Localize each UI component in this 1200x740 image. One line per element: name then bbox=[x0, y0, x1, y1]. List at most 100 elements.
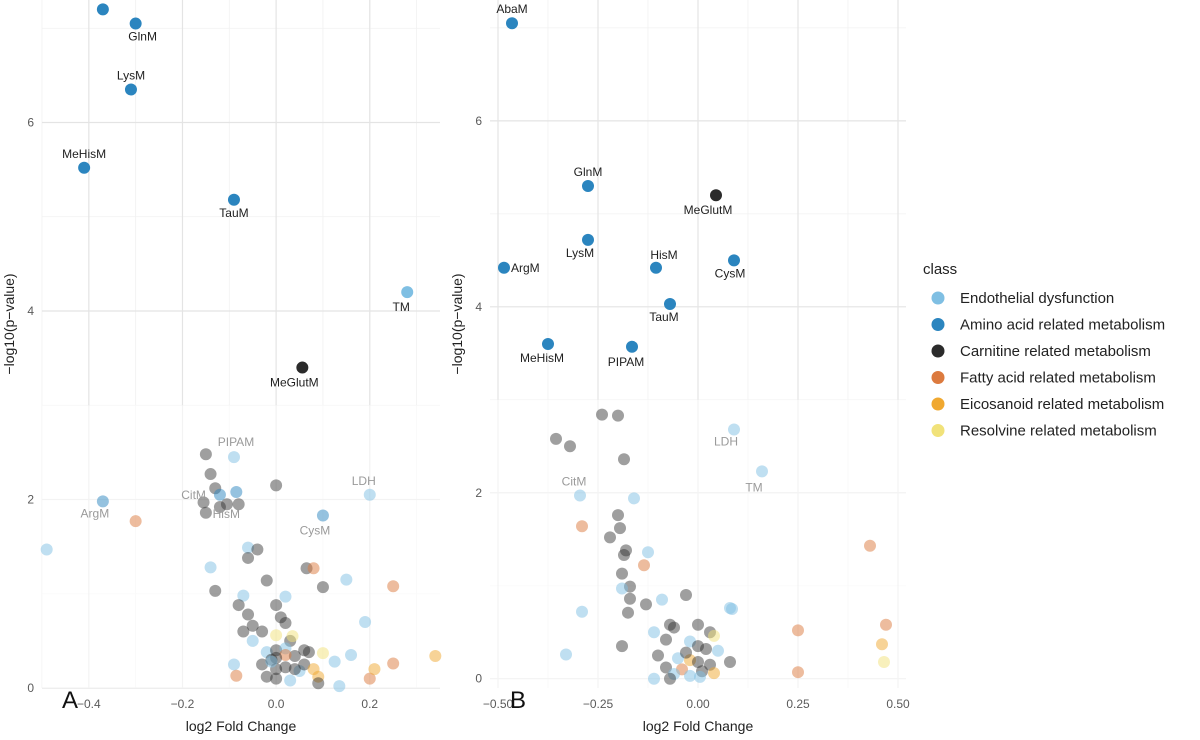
data-point bbox=[363, 672, 376, 685]
data-point bbox=[620, 544, 632, 557]
labeled-data-point bbox=[401, 286, 414, 299]
data-point bbox=[197, 496, 210, 509]
data-point bbox=[692, 618, 704, 631]
data-point bbox=[270, 479, 283, 492]
data-point bbox=[664, 618, 676, 631]
x-tick-label: −0.2 bbox=[171, 697, 195, 711]
legend-title: class bbox=[923, 261, 957, 278]
data-point bbox=[232, 599, 245, 612]
data-point bbox=[604, 531, 616, 544]
labeled-data-point bbox=[498, 261, 510, 274]
legend-swatch bbox=[931, 344, 945, 358]
data-point bbox=[692, 640, 704, 653]
panel-b-volcano-plot: −0.50 −0.25 0.00 0.25 0.50 0 2 4 6 AbaM GlnM MeGlut… bbox=[449, 0, 910, 734]
data-point bbox=[680, 646, 692, 659]
data-point bbox=[204, 468, 217, 481]
panel-a-volcano-plot: −0.4 −0.2 0.0 0.2 0 2 4 6 AbaM GlnM LysM MeHisM TauM… bbox=[1, 0, 442, 734]
data-point bbox=[576, 520, 588, 533]
data-point bbox=[298, 658, 311, 671]
point-label: MeHisM bbox=[520, 351, 564, 365]
data-point bbox=[246, 634, 259, 647]
data-point bbox=[302, 646, 315, 659]
data-point bbox=[298, 644, 311, 657]
labeled-data-point bbox=[296, 361, 309, 374]
data-point bbox=[246, 619, 259, 632]
legend-swatch bbox=[931, 397, 945, 411]
data-point bbox=[209, 584, 222, 597]
data-point bbox=[284, 674, 297, 687]
data-point bbox=[612, 409, 624, 422]
legend: class Endothelial dysfunction Amino acid … bbox=[923, 261, 1165, 440]
data-point bbox=[664, 672, 676, 685]
panel-b-points: AbaM GlnM MeGlutM LysM HisM CysM ArgM TauM MeHis… bbox=[496, 2, 892, 685]
data-point bbox=[265, 655, 278, 668]
labeled-data-point bbox=[96, 495, 109, 508]
x-tick-label: 0.2 bbox=[361, 697, 378, 711]
point-label: MeGlutM bbox=[270, 376, 319, 390]
data-point bbox=[642, 546, 654, 559]
data-point bbox=[220, 498, 233, 511]
legend-item-label: Carnitine related metabolism bbox=[960, 343, 1151, 360]
panel-a-nonsignificant-shade bbox=[42, 405, 440, 688]
labeled-data-point bbox=[230, 485, 243, 498]
data-point bbox=[316, 647, 329, 660]
point-label: LysM bbox=[117, 69, 145, 83]
point-label: CitM bbox=[562, 475, 587, 489]
y-tick-label: 0 bbox=[475, 672, 482, 686]
data-point bbox=[270, 629, 283, 642]
data-point bbox=[684, 669, 696, 682]
data-point bbox=[204, 561, 217, 574]
panel-b-tag: B bbox=[510, 687, 526, 714]
data-point bbox=[242, 541, 255, 554]
data-point bbox=[307, 663, 320, 676]
legend-swatch bbox=[931, 424, 945, 437]
data-point bbox=[288, 649, 301, 662]
point-label: LysM bbox=[566, 246, 594, 260]
data-point bbox=[694, 670, 706, 683]
data-point bbox=[359, 616, 372, 629]
labeled-data-point bbox=[574, 489, 586, 502]
point-label: CysM bbox=[300, 524, 331, 538]
labeled-data-point bbox=[582, 233, 594, 246]
panel-a-tag: A bbox=[62, 687, 78, 714]
labeled-data-point bbox=[728, 254, 740, 267]
data-point bbox=[596, 408, 608, 421]
data-point bbox=[199, 506, 212, 519]
data-point bbox=[307, 562, 320, 575]
data-point bbox=[260, 646, 273, 659]
data-point bbox=[576, 605, 588, 618]
data-point bbox=[660, 661, 672, 674]
legend-item-label: Amino acid related metabolism bbox=[960, 317, 1165, 334]
data-point bbox=[672, 652, 684, 665]
data-point bbox=[227, 658, 240, 671]
data-point bbox=[668, 668, 680, 681]
data-point bbox=[680, 589, 692, 602]
y-axis-label: −log10(p−value) bbox=[1, 273, 17, 374]
y-tick-label: 4 bbox=[27, 304, 34, 318]
data-point bbox=[256, 658, 269, 671]
point-label: HisM bbox=[213, 507, 240, 521]
legend-item-label: Fatty acid related metabolism bbox=[960, 370, 1156, 387]
data-point bbox=[230, 669, 243, 682]
data-point bbox=[40, 543, 53, 556]
point-label: PIPAM bbox=[608, 355, 644, 369]
labeled-data-point bbox=[542, 338, 554, 350]
labeled-data-point bbox=[124, 83, 137, 96]
data-point bbox=[260, 670, 273, 683]
labeled-data-point bbox=[710, 189, 722, 202]
data-point bbox=[237, 589, 250, 602]
x-tick-label: 0.50 bbox=[886, 697, 910, 711]
data-point bbox=[242, 608, 255, 621]
point-label: PIPAM bbox=[218, 435, 254, 449]
data-point bbox=[237, 625, 250, 638]
point-label: LDH bbox=[714, 435, 738, 449]
data-point bbox=[270, 599, 283, 612]
point-label: GlnM bbox=[574, 165, 603, 179]
data-point bbox=[708, 667, 720, 680]
data-point bbox=[333, 680, 346, 693]
data-point bbox=[876, 638, 888, 651]
point-label: ArgM bbox=[81, 506, 110, 520]
data-point bbox=[242, 551, 255, 564]
labeled-data-point bbox=[664, 298, 676, 311]
x-tick-label: 0.00 bbox=[686, 697, 710, 711]
